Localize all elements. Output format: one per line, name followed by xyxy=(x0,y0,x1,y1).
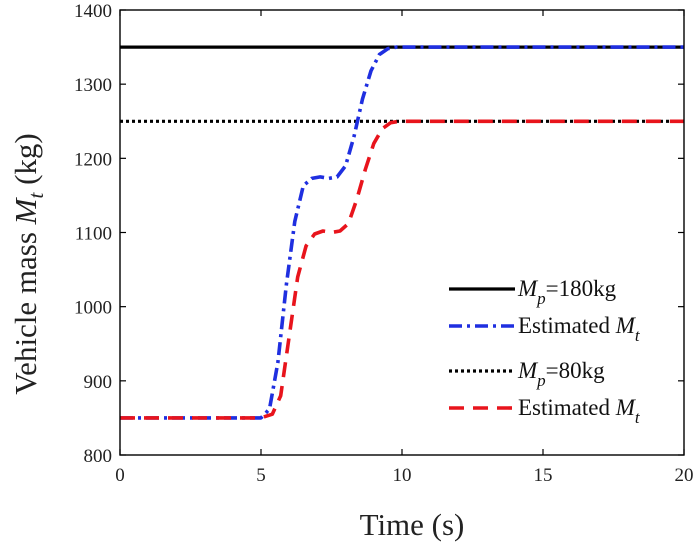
y-tick-label: 800 xyxy=(84,446,113,467)
series-line-2 xyxy=(120,45,684,420)
x-tick-label: 5 xyxy=(256,465,266,486)
legend-label-1: Mp=180kg xyxy=(517,276,617,308)
x-tick-label: 10 xyxy=(393,465,412,486)
series-line-4 xyxy=(120,119,684,420)
y-tick-label: 1300 xyxy=(74,75,112,96)
x-axis-title: Time (s) xyxy=(360,507,465,542)
y-tick-label: 1000 xyxy=(74,298,112,319)
x-tick-label: 0 xyxy=(115,465,125,486)
y-tick-label: 1100 xyxy=(75,224,112,245)
legend: Mp=180kg Estimated Mt​ Mp=80kg Estimated Mt… xyxy=(449,276,641,427)
y-tick-label: 1400 xyxy=(74,1,112,22)
x-tick-label: 20 xyxy=(675,465,694,486)
plot-frame xyxy=(119,9,685,456)
y-tick-label: 900 xyxy=(84,372,113,393)
y-tick-label: 1200 xyxy=(74,149,112,170)
legend-label-2: Estimated Mt​ xyxy=(518,313,641,345)
legend-label-3: Mp=80kg xyxy=(517,358,605,390)
legend-label-4: Estimated Mt​ xyxy=(518,395,641,427)
x-tick-label: 15 xyxy=(534,465,553,486)
y-axis-title: Vehicle mass Mt (kg) xyxy=(8,133,48,395)
ticks-layer: 0 5 10 15 20 800 900 1000 1100 1200 1300 1400 xyxy=(74,1,694,486)
series-layer xyxy=(120,45,684,420)
